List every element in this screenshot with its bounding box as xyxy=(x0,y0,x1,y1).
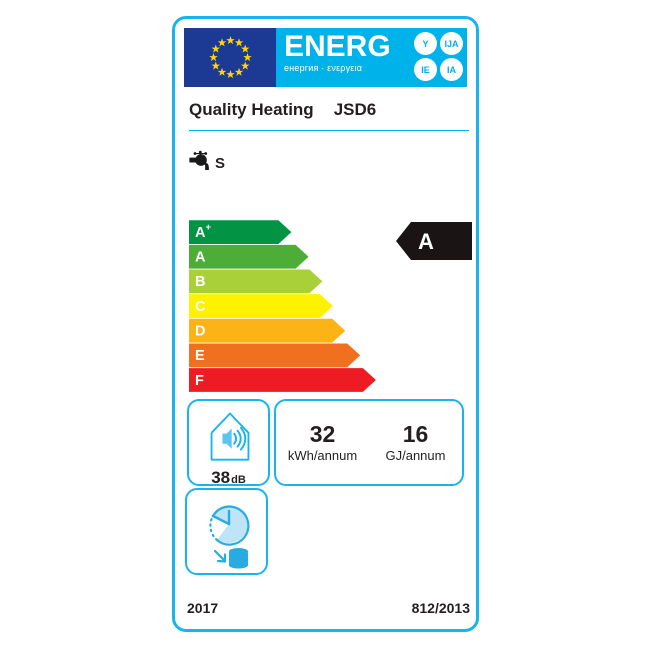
svg-text:E: E xyxy=(195,348,205,364)
svg-text:C: C xyxy=(195,299,206,315)
svg-text:B: B xyxy=(195,274,205,290)
svg-text:D: D xyxy=(195,324,205,340)
svg-text:F: F xyxy=(195,373,204,389)
svg-text:A: A xyxy=(195,250,206,266)
